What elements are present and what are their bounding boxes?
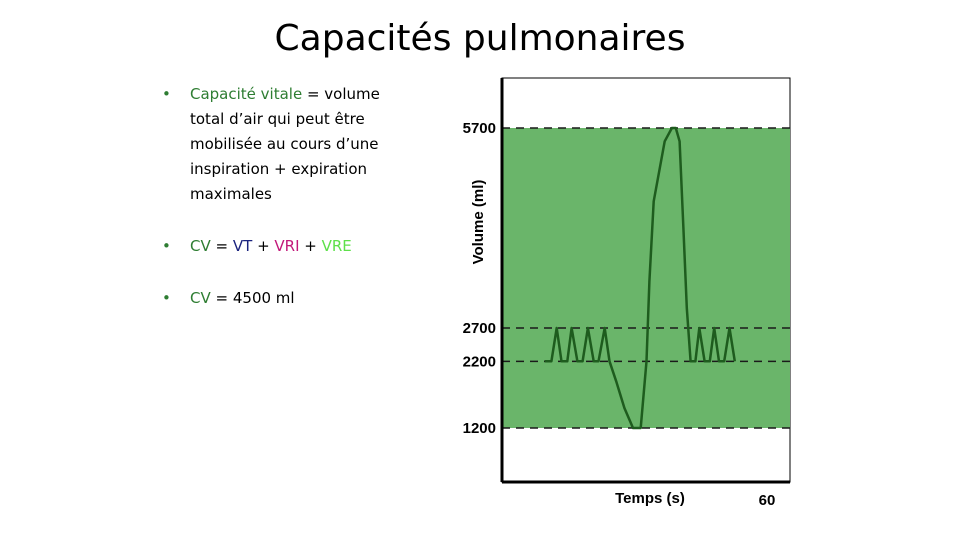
y-tick-label: 1200 (463, 420, 496, 437)
bullet-cv-value: CV = 4500 ml (162, 286, 412, 311)
bullet-list: Capacité vitale = volume total d’air qui… (162, 82, 412, 338)
term-vt: VT (232, 237, 253, 255)
x-tick-label: 60 (759, 492, 776, 509)
vital-capacity-band (502, 128, 790, 428)
term-vre: VRE (321, 237, 352, 255)
definition-text: = volume total d’air qui peut être mobil… (190, 85, 380, 203)
slide-title: Capacités pulmonaires (274, 18, 686, 59)
volume-trace (544, 126, 737, 430)
term-capacite-vitale: Capacité vitale (190, 85, 303, 103)
y-tick-label: 2700 (463, 320, 496, 337)
y-axis-label: Volume (ml) (470, 180, 487, 265)
term-vri: VRI (274, 237, 300, 255)
equals-sign: = (210, 237, 233, 255)
term-cv: CV (190, 237, 211, 255)
cv-value-text: = 4500 ml (210, 289, 295, 307)
x-axis-label: Temps (s) (615, 490, 685, 507)
bullet-cv-formula: CV = VT + VRI + VRE (162, 234, 412, 259)
y-tick-label: 2200 (463, 353, 496, 370)
plus-sign: + (252, 237, 275, 255)
bullet-capacite-vitale: Capacité vitale = volume total d’air qui… (162, 82, 412, 207)
plus-sign: + (299, 237, 322, 255)
term-cv: CV (190, 289, 211, 307)
y-tick-label: 5700 (463, 120, 496, 137)
